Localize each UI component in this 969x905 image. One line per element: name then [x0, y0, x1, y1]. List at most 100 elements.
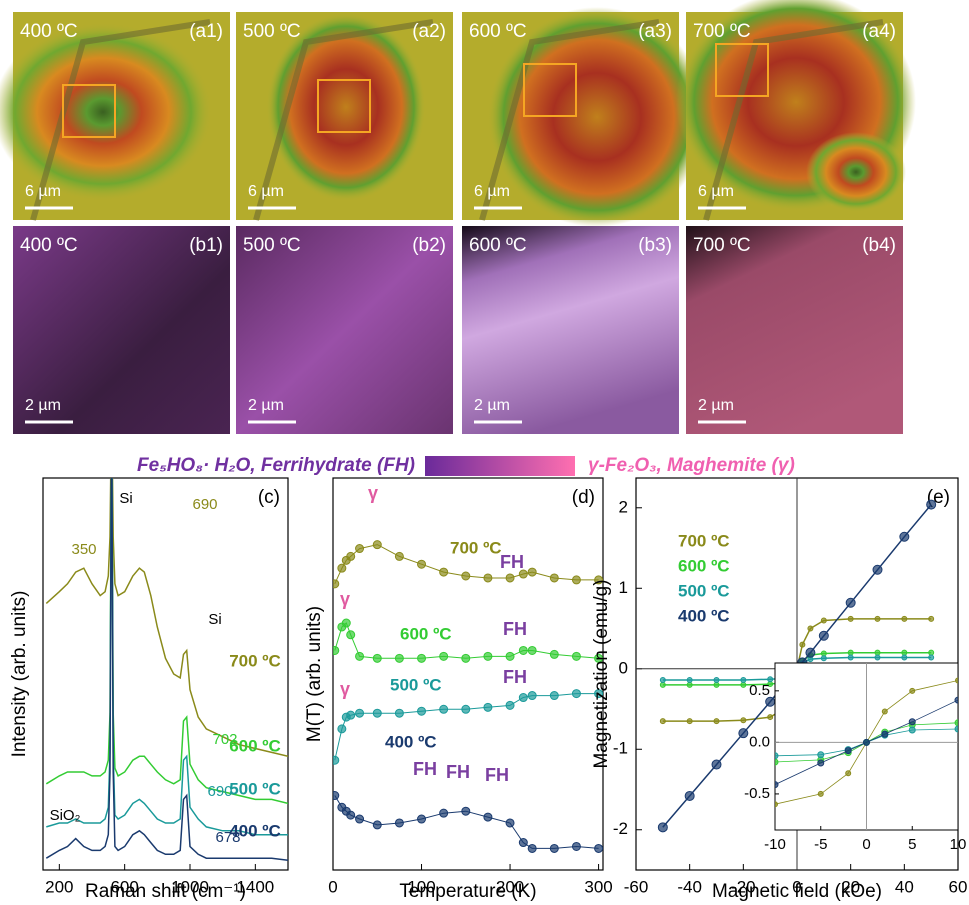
- data-point: [417, 653, 427, 663]
- x-tick-label: 1400: [236, 877, 274, 896]
- data-point: [346, 710, 356, 720]
- data-point: [740, 681, 747, 688]
- data-point: [686, 677, 693, 684]
- annotation: γ: [368, 483, 378, 503]
- data-point: [847, 654, 854, 661]
- x-tick-label: 1000: [171, 877, 209, 896]
- series-line: [334, 693, 599, 761]
- data-point: [527, 843, 537, 853]
- series: [45, 478, 288, 805]
- data-point: [954, 696, 958, 704]
- data-point: [713, 677, 720, 684]
- color-scale-bar: [425, 456, 575, 476]
- panel-label: (b3): [638, 235, 672, 256]
- data-point: [844, 747, 852, 755]
- data-point: [681, 806, 686, 811]
- data-point: [372, 653, 382, 663]
- panel-label: (b2): [412, 235, 446, 256]
- data-point: [505, 700, 515, 710]
- data-point: [820, 650, 827, 657]
- data-point: [901, 615, 908, 622]
- panel-label: (b4): [862, 235, 896, 256]
- x-tick-label: 40: [895, 877, 914, 896]
- scale-label: 6 µm: [698, 183, 734, 200]
- flake: [0, 22, 213, 202]
- x-axis-title: Magnetic field (kOe): [712, 881, 882, 902]
- data-point: [590, 807, 595, 812]
- data-point: [439, 704, 449, 714]
- micrograph-image: [462, 226, 679, 434]
- micrograph: 700 ºC (b4) 2 µm: [686, 226, 903, 434]
- x-tick-label: 100: [407, 877, 435, 896]
- data-point: [549, 649, 559, 659]
- data-point: [372, 540, 382, 550]
- x-tick-label: 200: [45, 877, 73, 896]
- series-line: [46, 478, 288, 836]
- series: [45, 478, 288, 861]
- scale-label: 6 µm: [474, 183, 510, 200]
- data-point: [818, 630, 829, 641]
- inset-x-tick-label: -5: [814, 836, 827, 853]
- legend-right: γ-Fe₂O₃, Maghemite (γ): [588, 455, 795, 476]
- data-point: [681, 754, 687, 760]
- data-point: [817, 759, 825, 767]
- flake-edge: [703, 19, 884, 221]
- x-tick-label: -40: [677, 877, 702, 896]
- series: [45, 478, 288, 758]
- data-point: [767, 714, 774, 721]
- series: [333, 618, 603, 663]
- data-point: [518, 693, 528, 703]
- data-point: [549, 691, 559, 701]
- series: [333, 689, 603, 765]
- y-tick-label: 1: [619, 578, 628, 597]
- data-point: [518, 645, 528, 655]
- temperature-label: 500 ºC: [243, 235, 301, 256]
- data-point: [847, 615, 854, 622]
- data-point: [686, 718, 693, 725]
- annotation: 350: [71, 541, 96, 558]
- micrograph: 500 ºC (a2) 6 µm: [236, 12, 453, 221]
- data-point: [394, 818, 404, 828]
- x-tick-label: 20: [841, 877, 860, 896]
- series-name: 500 ºC: [390, 675, 442, 694]
- region-box: [317, 79, 371, 133]
- flake: [487, 7, 707, 227]
- series-line: [45, 478, 288, 805]
- x-axis-title: Temperature (K): [399, 881, 536, 902]
- data-point: [594, 689, 603, 699]
- x-tick-label: 0: [792, 877, 801, 896]
- series-name: 700 ºC: [450, 538, 502, 557]
- annotation: γ: [340, 589, 350, 609]
- inset-y-tick-label: 0.0: [749, 733, 770, 750]
- region-box: [62, 84, 116, 138]
- series-line: [334, 622, 599, 659]
- series: [46, 478, 288, 836]
- data-point: [483, 812, 493, 822]
- data-point: [845, 597, 856, 608]
- inset-x-tick-label: -10: [764, 836, 786, 853]
- data-point: [926, 499, 937, 510]
- series-name: 600 ºC: [400, 624, 452, 643]
- data-point: [372, 708, 382, 718]
- data-point: [346, 630, 356, 640]
- x-tick-label: 200: [496, 877, 524, 896]
- data-point: [527, 567, 537, 577]
- data-point: [686, 681, 693, 688]
- data-point: [684, 790, 695, 801]
- data-point: [820, 617, 827, 624]
- data-point: [439, 651, 449, 661]
- data-point: [928, 615, 935, 622]
- series-line: [45, 478, 288, 758]
- x-tick-label: 0: [328, 877, 337, 896]
- flake-edge: [30, 19, 211, 221]
- annotation: 690: [192, 496, 217, 513]
- data-point: [518, 569, 528, 579]
- data-point: [659, 718, 666, 725]
- data-point: [333, 579, 340, 589]
- annotation: FH: [500, 552, 524, 572]
- panel-label: (a1): [189, 21, 223, 42]
- data-point: [738, 728, 749, 739]
- y-tick-label: -1: [613, 739, 628, 758]
- data-point: [657, 822, 668, 833]
